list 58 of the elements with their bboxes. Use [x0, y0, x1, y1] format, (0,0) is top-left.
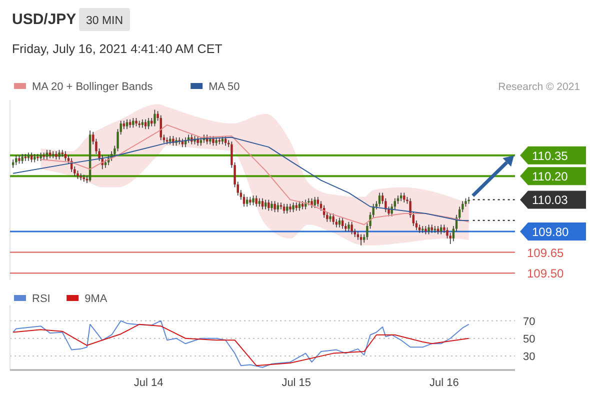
- ref-line-label: 110.20: [532, 170, 568, 184]
- candlestick: [147, 118, 150, 130]
- candlestick: [316, 196, 320, 208]
- candlestick: [394, 198, 396, 210]
- candlestick: [350, 221, 353, 235]
- candlestick: [268, 199, 270, 212]
- candlestick: [58, 149, 60, 160]
- x-tick-label: Jul 15: [282, 377, 312, 389]
- candlestick: [52, 150, 54, 159]
- candlestick: [314, 196, 316, 208]
- candlestick: [144, 118, 147, 130]
- candlestick: [15, 154, 18, 166]
- legend-label: RSI: [32, 293, 50, 305]
- ref-line-label: 109.50: [527, 266, 564, 281]
- candlestick: [286, 203, 288, 214]
- candlestick: [360, 234, 362, 246]
- candlestick: [348, 221, 350, 232]
- ref-line-label: 110.35: [532, 148, 568, 163]
- x-tick-label: Jul 14: [134, 377, 164, 389]
- candlestick: [246, 196, 248, 208]
- candlestick: [82, 174, 85, 182]
- y-tick-label: 50: [523, 333, 536, 346]
- candlestick: [378, 192, 381, 208]
- legend-label: 9MA: [84, 293, 108, 305]
- candlestick: [154, 109, 156, 127]
- candlestick: [21, 154, 24, 164]
- candlestick: [341, 217, 344, 230]
- candlestick: [428, 224, 430, 235]
- y-tick-label: 30: [523, 350, 536, 363]
- candlestick: [310, 198, 313, 208]
- candlestick: [126, 118, 128, 130]
- legend-label: MA 20 + Bollinger Bands: [32, 81, 154, 93]
- candlestick: [274, 200, 276, 213]
- candlestick: [242, 194, 246, 208]
- candlestick: [282, 203, 286, 214]
- candlestick: [261, 198, 264, 210]
- candlestick: [86, 176, 88, 184]
- candlestick: [292, 202, 294, 213]
- ref-line-label: 109.65: [527, 246, 564, 260]
- candlestick: [280, 202, 282, 210]
- y-tick-label: 70: [523, 316, 536, 328]
- candlestick: [132, 118, 134, 128]
- candlestick: [252, 195, 254, 206]
- ref-line-label: 109.80: [532, 225, 570, 240]
- legend-label: MA 50: [208, 81, 240, 93]
- candlestick: [255, 195, 258, 208]
- candlestick: [46, 149, 48, 160]
- text: Research © 2021: [498, 81, 580, 93]
- chart-title: USD/JPY: [12, 11, 76, 28]
- ref-line-label: 110.03: [532, 193, 568, 208]
- chart-subtitle: Friday, July 16, 2021 4:41:40 AM CET: [12, 42, 223, 56]
- candlestick: [276, 202, 279, 213]
- candlestick: [332, 213, 334, 226]
- x-tick-label: Jul 16: [429, 377, 459, 389]
- candlestick: [270, 200, 273, 212]
- candlestick: [42, 152, 45, 160]
- text: 30 MIN: [86, 15, 124, 27]
- candlestick: [212, 136, 214, 146]
